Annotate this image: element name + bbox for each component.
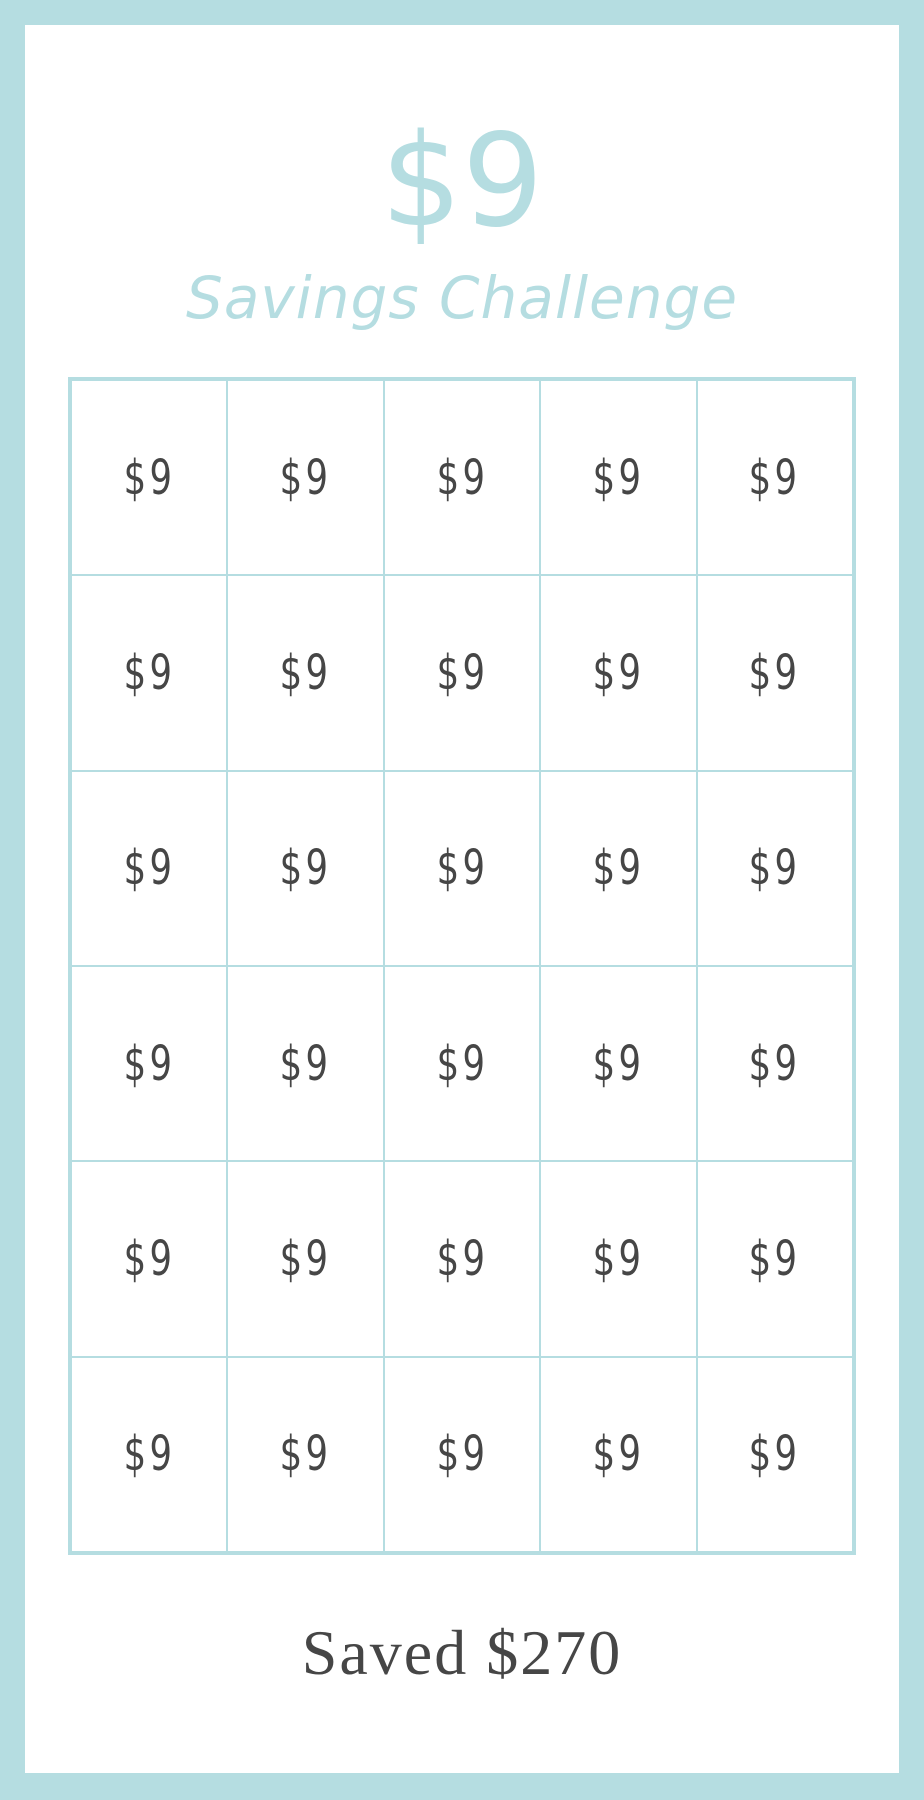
savings-cell-amount: $9: [748, 644, 801, 701]
savings-cell[interactable]: $9: [540, 1161, 697, 1357]
savings-cell-amount: $9: [748, 449, 801, 506]
savings-cell[interactable]: $9: [383, 575, 541, 771]
savings-cell[interactable]: $9: [227, 1356, 384, 1552]
savings-cell[interactable]: $9: [540, 380, 697, 576]
savings-grid: $9 $9 $9 $9 $9 $9 $9 $9 $9 $9 $9 $9 $9 $9 $9 $9 $9 $9 $9 $9…: [68, 377, 856, 1555]
savings-cell[interactable]: $9: [540, 575, 697, 771]
savings-cell[interactable]: $9: [696, 1161, 853, 1357]
savings-cell[interactable]: $9: [696, 1356, 853, 1552]
savings-cell[interactable]: $9: [383, 965, 541, 1162]
saved-total: Saved $270: [301, 1617, 623, 1688]
savings-cell[interactable]: $9: [71, 1161, 228, 1357]
savings-cell-amount: $9: [123, 449, 175, 506]
savings-cell[interactable]: $9: [540, 1356, 697, 1552]
savings-cell[interactable]: $9: [383, 380, 541, 576]
savings-cell-amount: $9: [748, 1035, 801, 1092]
savings-cell[interactable]: $9: [540, 965, 697, 1162]
savings-cell-amount: $9: [279, 1230, 332, 1287]
savings-cell-amount: $9: [436, 840, 488, 897]
savings-cell[interactable]: $9: [383, 1161, 541, 1357]
savings-cell-amount: $9: [123, 1230, 175, 1287]
savings-cell-amount: $9: [123, 1426, 175, 1483]
savings-cell[interactable]: $9: [696, 770, 853, 966]
savings-cell-amount: $9: [279, 644, 332, 701]
savings-cell[interactable]: $9: [696, 380, 853, 576]
savings-cell[interactable]: $9: [383, 1356, 541, 1552]
challenge-subtitle: Savings Challenge: [186, 264, 738, 332]
savings-cell[interactable]: $9: [227, 380, 384, 576]
savings-cell-amount: $9: [123, 1035, 175, 1092]
savings-cell-amount: $9: [592, 449, 645, 506]
savings-cell-amount: $9: [279, 840, 332, 897]
savings-cell-amount: $9: [748, 1230, 801, 1287]
savings-cell[interactable]: $9: [227, 1161, 384, 1357]
savings-cell[interactable]: $9: [227, 965, 384, 1162]
savings-cell-amount: $9: [436, 1230, 488, 1287]
savings-cell-amount: $9: [748, 1426, 801, 1483]
savings-cell[interactable]: $9: [227, 575, 384, 771]
savings-cell-amount: $9: [592, 840, 645, 897]
savings-cell[interactable]: $9: [71, 380, 228, 576]
savings-cell-amount: $9: [279, 1035, 332, 1092]
savings-cell-amount: $9: [748, 840, 801, 897]
savings-cell-amount: $9: [123, 840, 175, 897]
savings-cell-amount: $9: [279, 449, 332, 506]
savings-cell-amount: $9: [436, 1035, 488, 1092]
savings-cell[interactable]: $9: [696, 965, 853, 1162]
savings-cell-amount: $9: [592, 644, 645, 701]
challenge-card: $9 Savings Challenge $9 $9 $9 $9 $9 $9 $9 $9 $9 $…: [25, 25, 899, 1773]
savings-cell-amount: $9: [592, 1035, 645, 1092]
savings-cell[interactable]: $9: [696, 575, 853, 771]
savings-cell-amount: $9: [436, 644, 488, 701]
savings-cell[interactable]: $9: [71, 575, 228, 771]
savings-cell-amount: $9: [436, 1426, 488, 1483]
savings-cell[interactable]: $9: [383, 770, 541, 966]
savings-cell[interactable]: $9: [71, 965, 228, 1162]
challenge-amount-title: $9: [380, 107, 544, 256]
savings-cell[interactable]: $9: [71, 770, 228, 966]
savings-cell-amount: $9: [592, 1426, 645, 1483]
savings-cell-amount: $9: [279, 1426, 332, 1483]
savings-cell[interactable]: $9: [71, 1356, 228, 1552]
savings-cell[interactable]: $9: [227, 770, 384, 966]
savings-cell-amount: $9: [123, 644, 175, 701]
savings-cell-amount: $9: [436, 449, 488, 506]
savings-cell[interactable]: $9: [540, 770, 697, 966]
savings-cell-amount: $9: [592, 1230, 645, 1287]
